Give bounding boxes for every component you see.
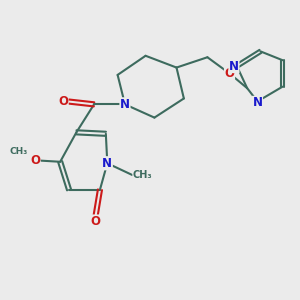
Text: O: O: [58, 95, 68, 108]
Text: N: N: [229, 60, 239, 73]
Text: O: O: [224, 67, 235, 80]
Text: O: O: [91, 215, 100, 228]
Text: O: O: [30, 154, 40, 167]
Text: N: N: [102, 157, 112, 170]
Text: N: N: [253, 96, 262, 110]
Text: N: N: [120, 98, 130, 111]
Text: CH₃: CH₃: [133, 170, 152, 180]
Text: CH₃: CH₃: [10, 147, 28, 156]
